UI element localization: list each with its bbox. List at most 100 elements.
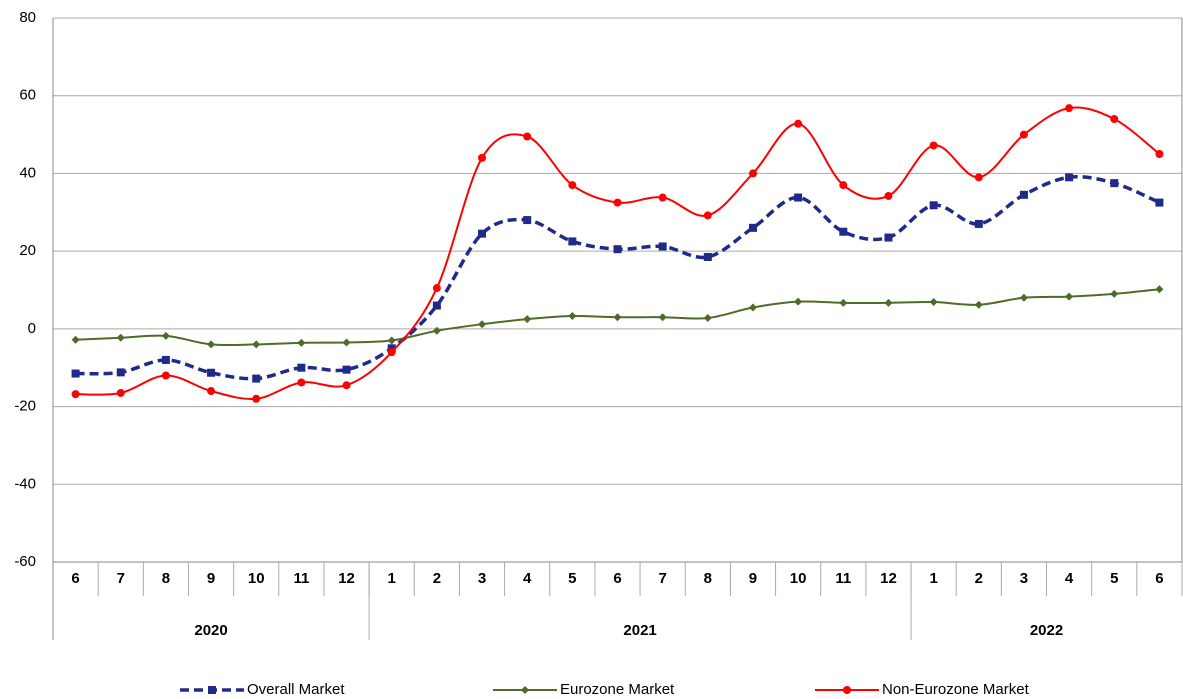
x-tick-label: 6 [613,570,621,587]
data-point [613,313,622,322]
data-point [161,355,170,364]
data-point [1019,293,1028,302]
data-point [71,390,80,399]
y-tick-label: 40 [19,164,36,181]
group-label: 2021 [623,622,656,639]
data-point [342,338,351,347]
x-tick-label: 5 [1110,570,1118,587]
x-tick-label: 3 [478,570,486,587]
data-point [658,193,667,202]
data-point [387,348,396,357]
data-point [974,219,983,228]
data-point [71,335,80,344]
data-point [1019,130,1028,139]
data-point [1065,292,1074,301]
x-tick-label: 10 [248,570,265,587]
x-tick-label: 6 [71,570,79,587]
data-point [71,369,80,378]
data-point [568,237,577,246]
data-point [974,300,983,309]
data-point [1110,115,1119,124]
legend-label: Non-Eurozone Market [882,681,1030,698]
data-point [478,153,487,162]
legend-label: Overall Market [247,681,345,698]
data-point [387,336,396,345]
x-tick-label: 4 [1065,570,1074,587]
data-point [432,284,441,293]
data-point [297,378,306,387]
series-line [75,175,1161,381]
x-tick-label: 12 [880,570,897,587]
data-point [884,233,893,242]
data-point [1155,285,1164,294]
data-point [568,181,577,190]
data-point [748,303,757,312]
x-tick-label: 10 [790,570,807,587]
legend-label: Eurozone Market [560,681,675,698]
data-point [116,368,125,377]
data-point [161,371,170,380]
x-tick-label: 8 [704,570,712,587]
legend-marker [208,686,216,694]
data-point [929,201,938,210]
data-point [794,193,803,202]
data-point [1110,179,1119,188]
series-line [75,106,1161,401]
data-point [703,252,712,261]
x-tick-label: 5 [568,570,576,587]
data-point [658,313,667,322]
data-point [523,216,532,225]
data-point [116,333,125,342]
x-tick-label: 2 [975,570,983,587]
data-point [432,301,441,310]
data-point [297,338,306,347]
data-point [342,365,351,374]
x-tick-label: 4 [523,570,532,587]
y-tick-label: 80 [19,9,36,26]
data-point [703,211,712,220]
y-tick-label: 0 [28,320,36,337]
legend-marker [521,686,529,694]
data-point [1155,198,1164,207]
data-point [523,132,532,141]
y-tick-label: -20 [14,398,36,415]
x-tick-label: 7 [117,570,125,587]
data-point [523,315,532,324]
data-point [478,229,487,238]
x-tick-label: 1 [388,570,396,587]
data-point [116,388,125,397]
data-point [839,298,848,307]
data-point [1065,173,1074,182]
x-tick-label: 12 [338,570,355,587]
data-point [297,363,306,372]
data-point [161,331,170,340]
y-tick-label: -40 [14,475,36,492]
group-label: 2020 [194,622,227,639]
data-point [658,242,667,251]
data-point [252,340,261,349]
data-point [568,312,577,321]
data-point [884,298,893,307]
data-point [252,374,261,383]
x-tick-label: 9 [207,570,215,587]
data-point [794,119,803,128]
y-tick-label: 60 [19,87,36,104]
data-point [1019,190,1028,199]
data-point [252,394,261,403]
data-point [613,245,622,254]
data-point [794,297,803,306]
data-point [929,298,938,307]
legend-marker [843,686,851,694]
group-label: 2022 [1030,622,1063,639]
x-tick-label: 9 [749,570,757,587]
data-point [1155,150,1164,158]
data-point [478,320,487,329]
data-point [839,181,848,190]
x-tick-label: 2 [433,570,441,587]
data-point [748,223,757,232]
x-tick-label: 6 [1155,570,1163,587]
x-tick-label: 7 [658,570,666,587]
data-point [207,340,216,349]
data-point [884,191,893,200]
x-tick-label: 1 [929,570,937,587]
